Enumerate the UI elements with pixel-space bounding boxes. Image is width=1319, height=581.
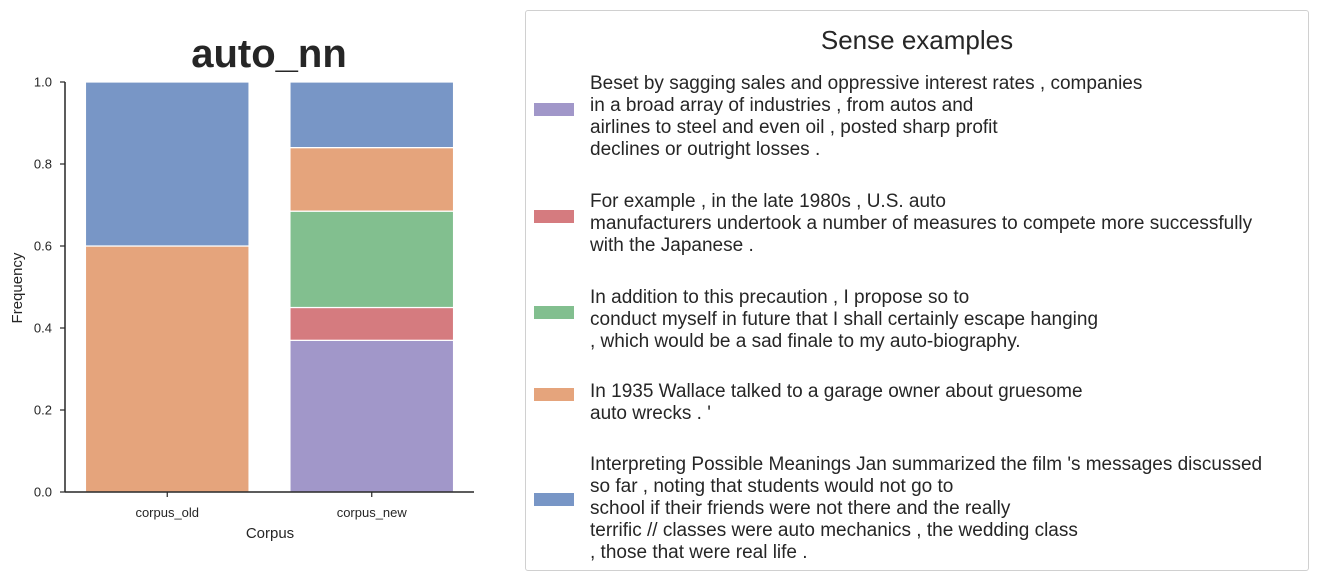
x-axis-label: Corpus (246, 525, 294, 542)
legend-swatch (534, 306, 574, 319)
x-tick-label: corpus_old (135, 505, 199, 520)
legend-swatch (534, 103, 574, 116)
legend-swatch (534, 493, 574, 506)
bar-segment-corpus_new-purple (289, 339, 455, 493)
legend-text: For example , in the late 1980s , U.S. a… (590, 191, 1253, 256)
legend: Sense examples Beset by sagging sales an… (525, 10, 1309, 571)
x-tick-label: corpus_new (337, 505, 408, 520)
y-tick-label: 0.2 (34, 403, 52, 418)
chart-title: auto_nn (191, 32, 347, 76)
legend-text: In addition to this precaution , I propo… (590, 287, 1099, 352)
y-tick-label: 0.0 (34, 485, 52, 500)
bar-segment-corpus_new-blue (289, 81, 455, 149)
bar-segment-corpus_new-red (289, 306, 455, 341)
bar-segment-corpus_new-green (289, 210, 455, 309)
legend-text: Beset by sagging sales and oppressive in… (590, 73, 1143, 160)
legend-swatch (534, 210, 574, 223)
y-tick-label: 0.4 (34, 321, 52, 336)
y-tick-label: 0.8 (34, 157, 52, 172)
bar-segment-corpus_old-blue (84, 81, 250, 247)
legend-text: Interpreting Possible Meanings Jan summa… (590, 454, 1263, 563)
y-tick-label: 1.0 (34, 75, 52, 90)
bar-segment-corpus_new-orange (289, 147, 455, 212)
legend-swatch (534, 388, 574, 401)
bar-segment-corpus_old-orange (84, 245, 250, 493)
legend-text: In 1935 Wallace talked to a garage owner… (590, 381, 1083, 424)
stacked-bar-chart: auto_nn corpus_old corpus_new 0.0 0.2 0.4 0.6… (9, 32, 474, 542)
legend-title: Sense examples (820, 25, 1014, 55)
y-axis-label: Frequency (9, 252, 26, 323)
y-tick-label: 0.6 (34, 239, 52, 254)
